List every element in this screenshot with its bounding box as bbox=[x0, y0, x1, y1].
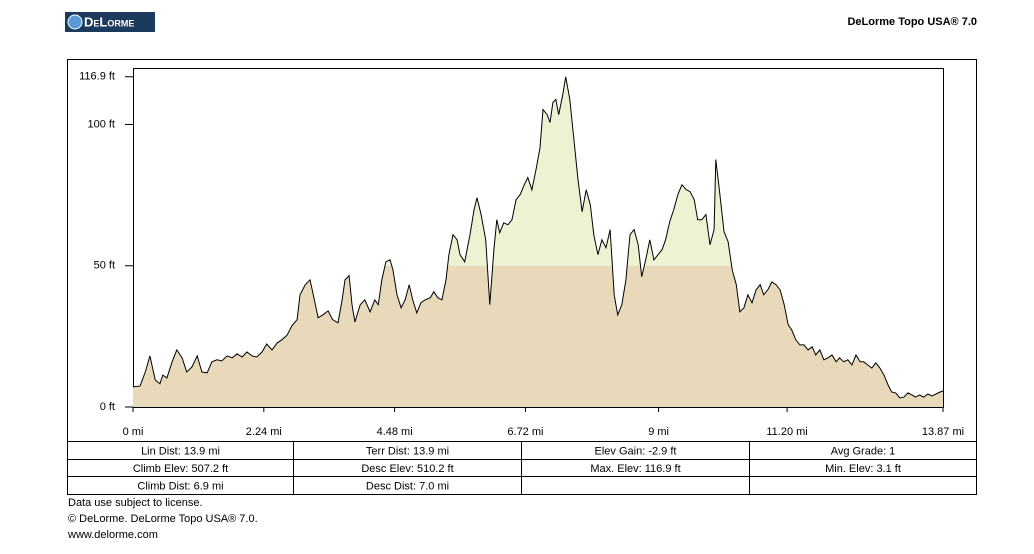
x-tick-label: 9 mi bbox=[648, 426, 669, 438]
logo-globe bbox=[67, 14, 83, 30]
stats-text: Max. Elev: 116.9 ft bbox=[590, 463, 680, 475]
footer-line: © DeLorme. DeLorme Topo USA® 7.0. bbox=[68, 513, 258, 525]
logo-text: DeLorme bbox=[84, 14, 134, 29]
area-above bbox=[385, 76, 732, 266]
stats-text: Desc Elev: 510.2 ft bbox=[361, 463, 453, 475]
x-tick-label: 11.20 mi bbox=[766, 426, 807, 438]
x-tick-label: 0 mi bbox=[123, 426, 144, 438]
app-title: DeLorme Topo USA® 7.0 bbox=[847, 16, 977, 28]
footer-line: Data use subject to license. bbox=[68, 497, 203, 509]
y-tick-label: 116.9 ft bbox=[79, 71, 115, 83]
logo-box bbox=[65, 12, 155, 32]
stats-cell bbox=[749, 476, 977, 495]
x-tick-label: 13.87 mi bbox=[922, 426, 964, 438]
y-tick-label: 100 ft bbox=[87, 118, 115, 130]
stats-text: Elev Gain: -2.9 ft bbox=[595, 445, 677, 457]
area-below bbox=[133, 265, 943, 407]
stats-text: Climb Dist: 6.9 mi bbox=[137, 480, 223, 492]
x-tick-label: 2.24 mi bbox=[246, 426, 282, 438]
footer-line: www.delorme.com bbox=[67, 529, 158, 541]
stats-text: Min. Elev: 3.1 ft bbox=[825, 463, 901, 475]
stats-text: Climb Elev: 507.2 ft bbox=[133, 463, 228, 475]
stats-text: Desc Dist: 7.0 mi bbox=[366, 480, 449, 492]
y-tick-label: 0 ft bbox=[100, 401, 115, 413]
stats-text: Lin Dist: 13.9 mi bbox=[141, 445, 220, 457]
y-tick-label: 50 ft bbox=[94, 260, 115, 272]
stats-text: Terr Dist: 13.9 mi bbox=[366, 445, 449, 457]
stats-table: Lin Dist: 13.9 mi Terr Dist: 13.9 mi Elev … bbox=[67, 441, 977, 495]
stats-cell bbox=[521, 476, 750, 495]
profile-line bbox=[132, 76, 944, 399]
x-tick-label: 4.48 mi bbox=[377, 426, 413, 438]
x-tick-label: 6.72 mi bbox=[507, 426, 543, 438]
stats-text: Avg Grade: 1 bbox=[831, 445, 896, 457]
